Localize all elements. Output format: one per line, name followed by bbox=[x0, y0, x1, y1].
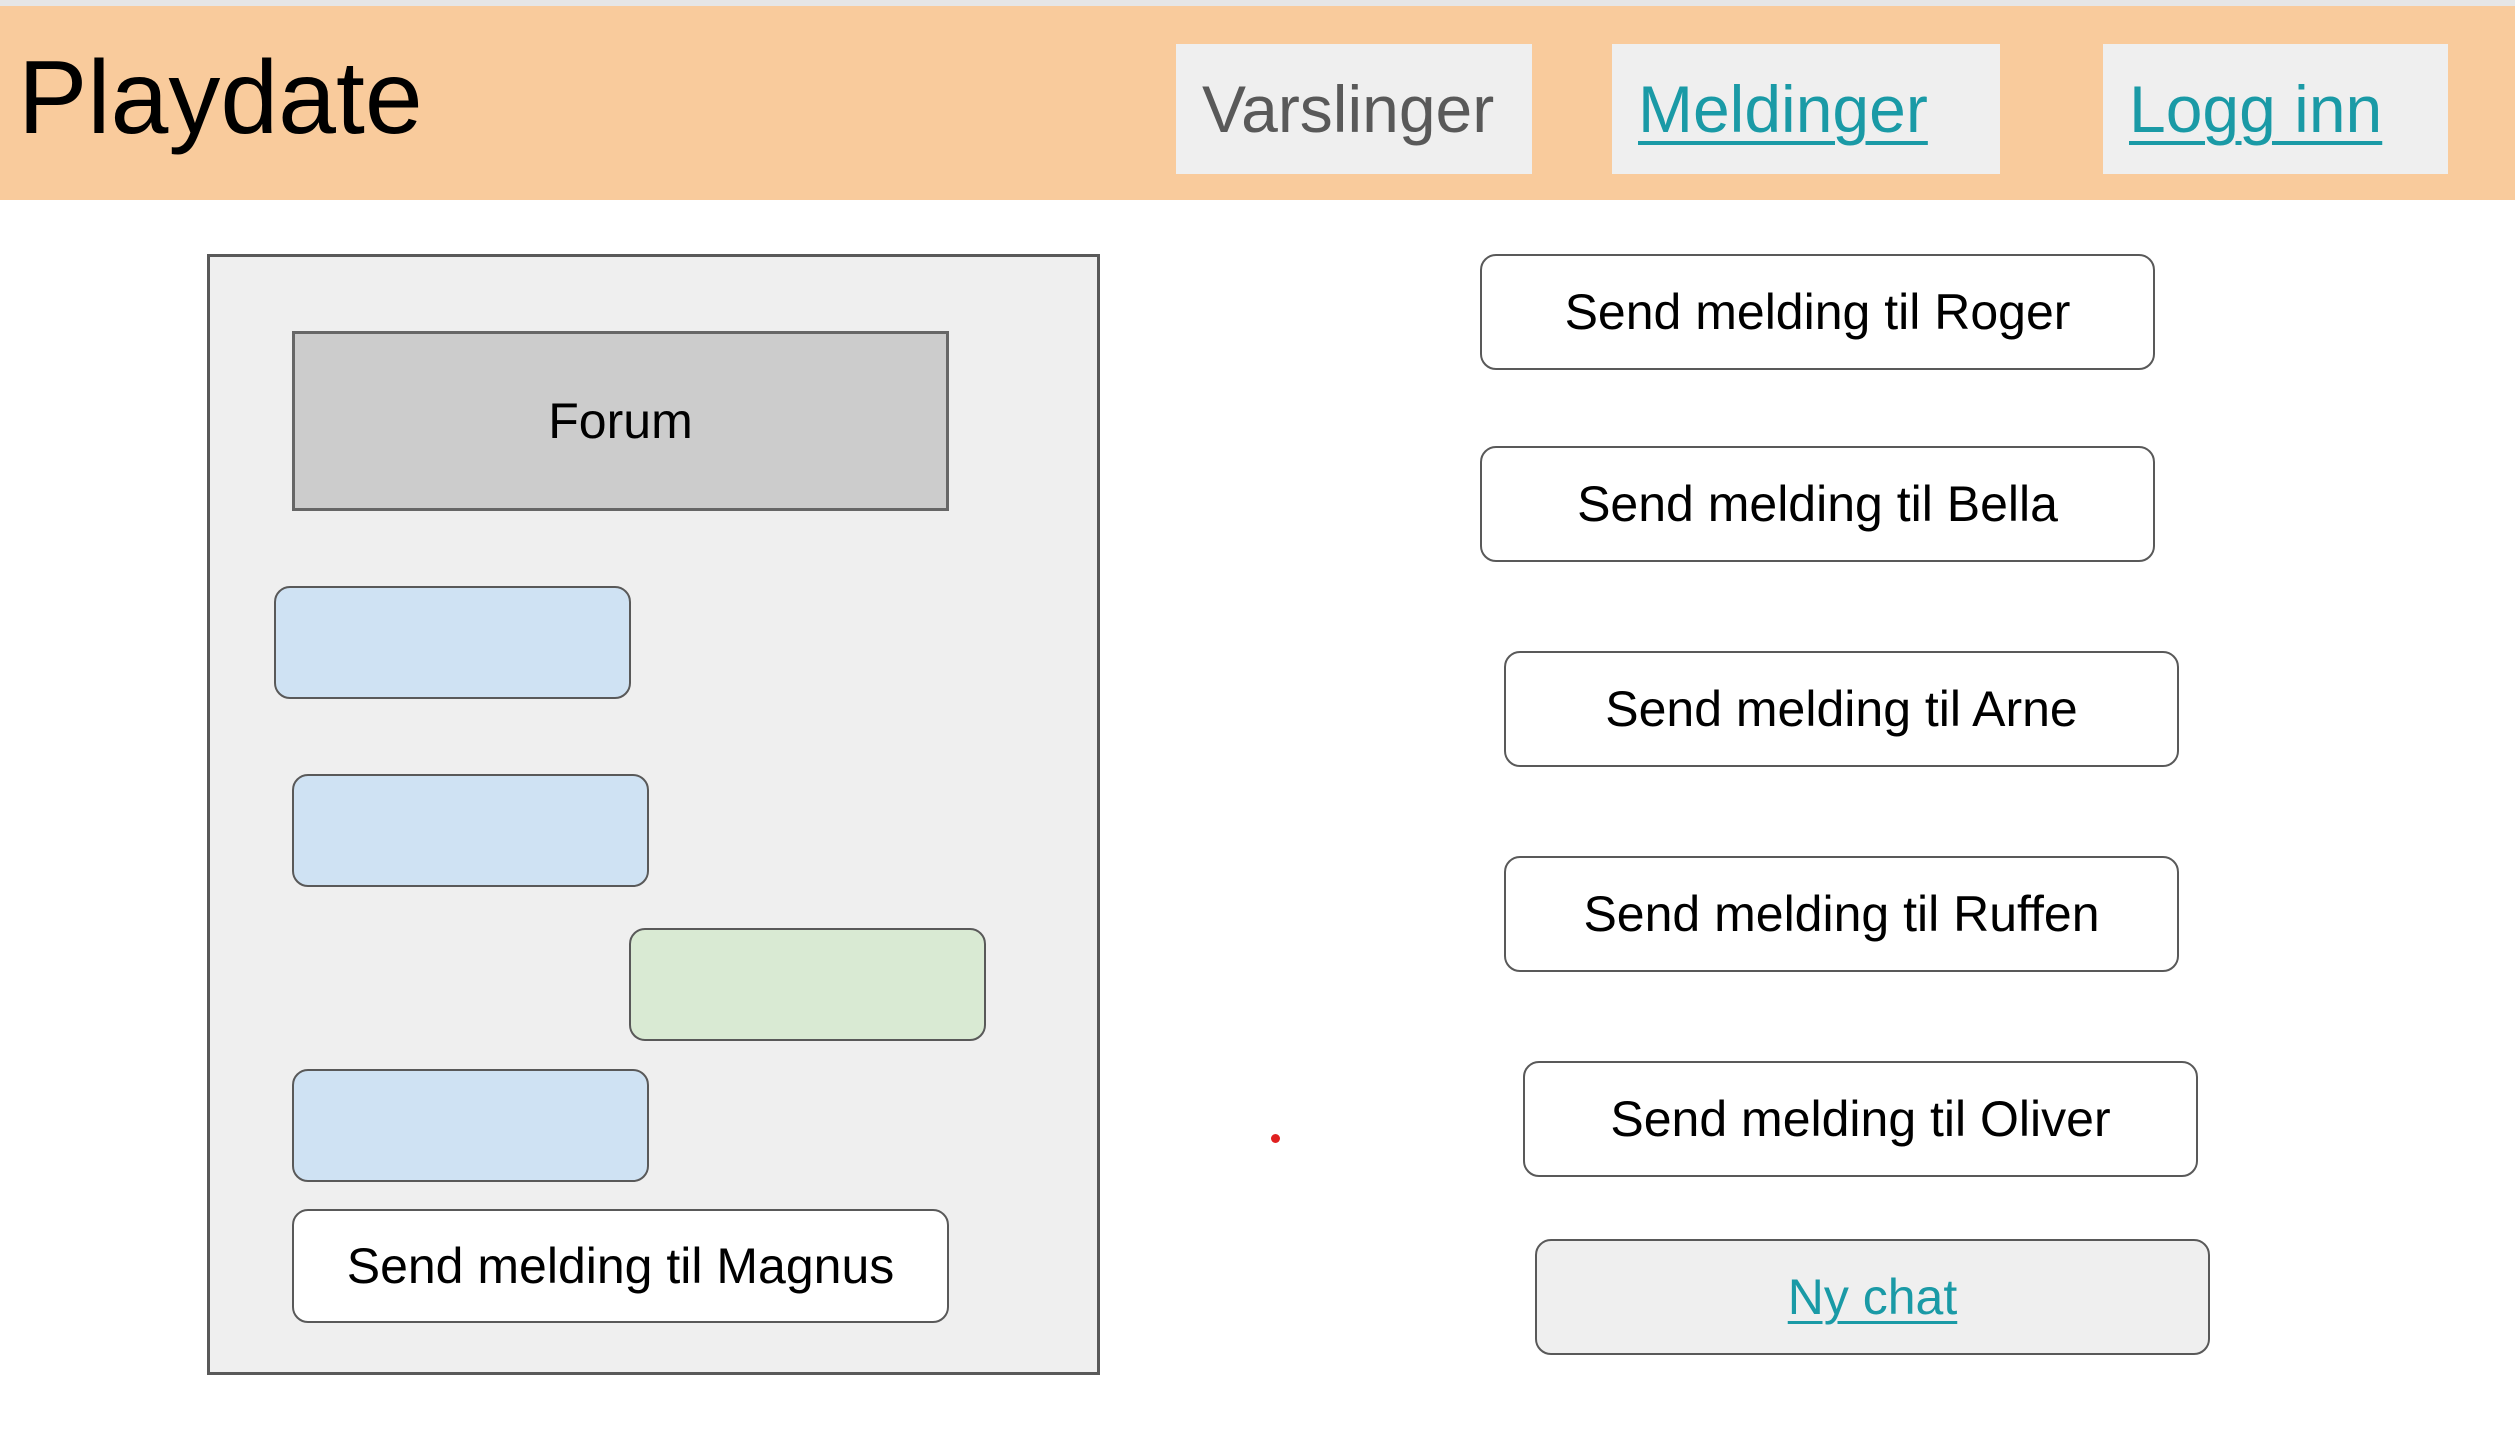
send-message-arne-button[interactable]: Send melding til Arne bbox=[1504, 651, 2179, 767]
contact-button-label: Send melding til Arne bbox=[1605, 680, 2078, 738]
cursor-dot bbox=[1271, 1134, 1280, 1143]
send-message-magnus-button[interactable]: Send melding til Magnus bbox=[292, 1209, 949, 1323]
send-message-magnus-label: Send melding til Magnus bbox=[347, 1237, 895, 1295]
nav-logg-inn-link[interactable]: Logg inn bbox=[2129, 72, 2382, 146]
nav-logg-inn-box: Logg inn bbox=[2103, 44, 2448, 174]
contact-button-label: Send melding til Oliver bbox=[1610, 1090, 2110, 1148]
message-bubble-incoming bbox=[292, 1069, 649, 1182]
nav-varslinger-button[interactable]: Varslinger bbox=[1176, 44, 1532, 174]
send-message-ruffen-button[interactable]: Send melding til Ruffen bbox=[1504, 856, 2179, 972]
send-message-bella-button[interactable]: Send melding til Bella bbox=[1480, 446, 2155, 562]
forum-label: Forum bbox=[548, 392, 692, 450]
contact-button-label: Send melding til Bella bbox=[1577, 475, 2058, 533]
new-chat-link[interactable]: Ny chat bbox=[1788, 1268, 1958, 1326]
forum-header[interactable]: Forum bbox=[292, 331, 949, 511]
header-bar: Playdate Varslinger Meldinger Logg inn bbox=[0, 6, 2515, 200]
nav-meldinger-box: Meldinger bbox=[1612, 44, 2000, 174]
app-title: Playdate bbox=[18, 36, 423, 161]
message-bubble-outgoing bbox=[629, 928, 986, 1041]
message-bubble-incoming bbox=[292, 774, 649, 887]
send-message-oliver-button[interactable]: Send melding til Oliver bbox=[1523, 1061, 2198, 1177]
contact-button-label: Send melding til Roger bbox=[1565, 283, 2071, 341]
nav-meldinger-link[interactable]: Meldinger bbox=[1638, 72, 1928, 146]
message-bubble-incoming bbox=[274, 586, 631, 699]
new-chat-button[interactable]: Ny chat bbox=[1535, 1239, 2210, 1355]
send-message-roger-button[interactable]: Send melding til Roger bbox=[1480, 254, 2155, 370]
nav-varslinger-label: Varslinger bbox=[1202, 72, 1494, 146]
contact-button-label: Send melding til Ruffen bbox=[1583, 885, 2099, 943]
